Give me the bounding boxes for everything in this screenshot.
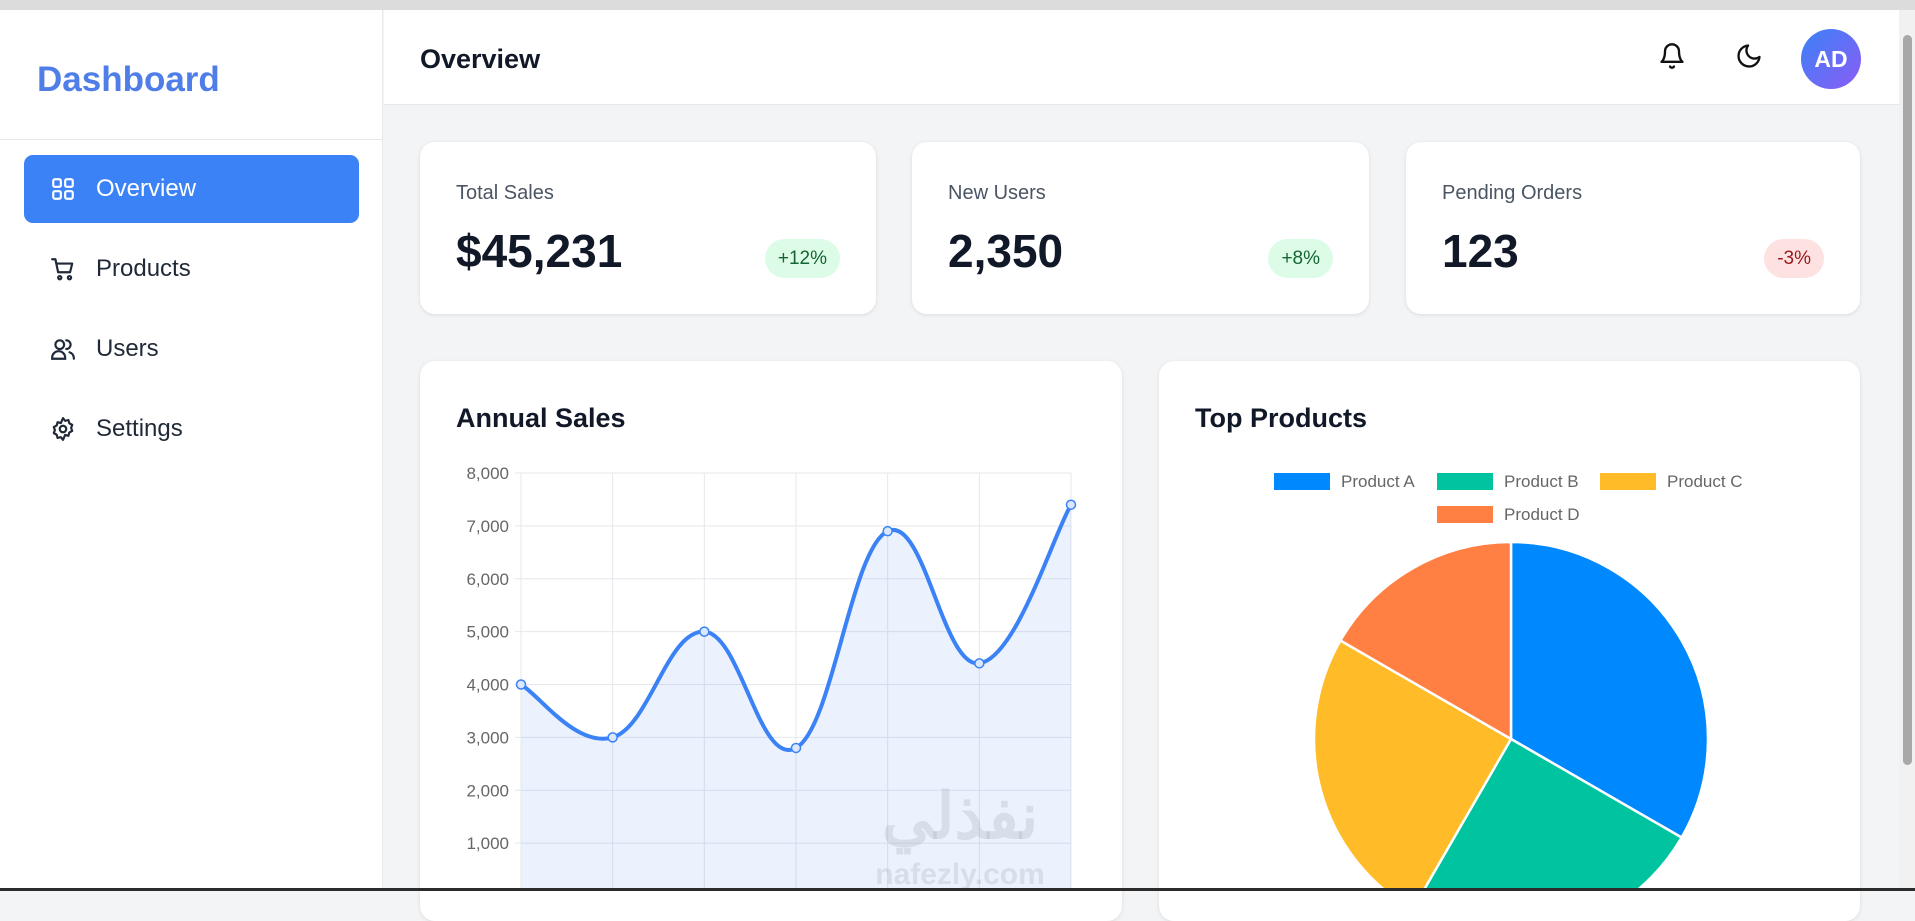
stat-label: New Users — [948, 182, 1046, 204]
page-title: Overview — [420, 44, 541, 74]
change-badge: +8% — [1268, 239, 1333, 278]
stat-card: New Users 2,350 +8% — [912, 142, 1369, 314]
nav-item[interactable]: Products — [24, 235, 359, 303]
change-badge: -3% — [1764, 239, 1824, 278]
chart-title: Top Products — [1195, 403, 1367, 433]
point — [699, 626, 710, 637]
nav-label: Products — [96, 255, 191, 282]
legend-label: Product D — [1504, 505, 1580, 524]
point — [790, 742, 802, 754]
scrollbar[interactable] — [1899, 10, 1915, 888]
avatar[interactable]: AD — [1801, 29, 1861, 89]
y-tick-label: 7,000 — [466, 517, 509, 536]
watermark: nafezly.com — [875, 858, 1045, 888]
watermark: نفذلي — [882, 780, 1039, 855]
legend-swatch — [1437, 506, 1493, 523]
legend-swatch — [1274, 473, 1330, 490]
y-tick-label: 3,000 — [466, 728, 509, 747]
stat-label: Pending Orders — [1442, 182, 1583, 204]
header: Overview AD — [384, 10, 1899, 105]
users-icon — [51, 339, 75, 360]
cart-icon — [51, 258, 74, 281]
chart-title: Annual Sales — [456, 403, 626, 433]
pie-slice — [1423, 737, 1684, 888]
nav-item[interactable]: Settings — [24, 395, 359, 463]
scroll-thumb[interactable] — [1903, 35, 1912, 765]
notification-button[interactable] — [1658, 42, 1686, 70]
y-tick-label: 4,000 — [466, 676, 509, 695]
taskbar-edge — [0, 888, 1915, 891]
y-tick-label: 8,000 — [466, 464, 509, 483]
y-tick-label: 5,000 — [466, 623, 509, 642]
stat-value: 123 — [1442, 225, 1519, 277]
theme-toggle[interactable] — [1735, 42, 1763, 70]
point — [1065, 499, 1077, 510]
legend-swatch — [1437, 473, 1493, 490]
stat-card: Pending Orders 123 -3% — [1406, 142, 1860, 314]
grid-icon — [52, 178, 74, 200]
point — [515, 679, 527, 690]
settings-icon — [52, 417, 74, 441]
nav-label: Users — [96, 335, 159, 362]
legend-label: Product B — [1504, 472, 1579, 491]
stat-card: Total Sales $45,231 +12% — [420, 142, 876, 314]
y-tick-label: 6,000 — [466, 570, 509, 589]
browser-bar — [0, 0, 1915, 10]
change-badge: +12% — [764, 239, 840, 278]
pie-slice — [1338, 540, 1513, 742]
y-tick-label: 1,000 — [466, 834, 509, 853]
pie-slice — [1312, 638, 1513, 888]
legend-swatch — [1600, 473, 1656, 490]
logo[interactable]: Dashboard — [37, 60, 220, 99]
sidebar: Dashboard Overview Products Users Settin… — [0, 10, 383, 888]
stat-label: Total Sales — [456, 182, 554, 204]
stat-value: $45,231 — [456, 225, 623, 277]
point — [882, 525, 893, 537]
y-tick-label: 2,000 — [466, 781, 509, 800]
stat-value: 2,350 — [948, 225, 1064, 277]
divider — [0, 139, 383, 140]
area — [521, 504, 1071, 888]
point — [607, 732, 618, 743]
charts: 1,000 2,000 3,000 4,000 5,000 6,000 7,000 8,000… — [466, 464, 1743, 888]
point — [974, 658, 985, 669]
nav-label: Overview — [96, 175, 197, 202]
nav-label: Settings — [96, 415, 183, 442]
legend-label: Product A — [1341, 472, 1415, 491]
nav-item[interactable]: Users — [24, 315, 359, 383]
legend-label: Product C — [1667, 472, 1743, 491]
pie-slice — [1509, 540, 1710, 840]
nav-item[interactable]: Overview — [24, 155, 359, 223]
